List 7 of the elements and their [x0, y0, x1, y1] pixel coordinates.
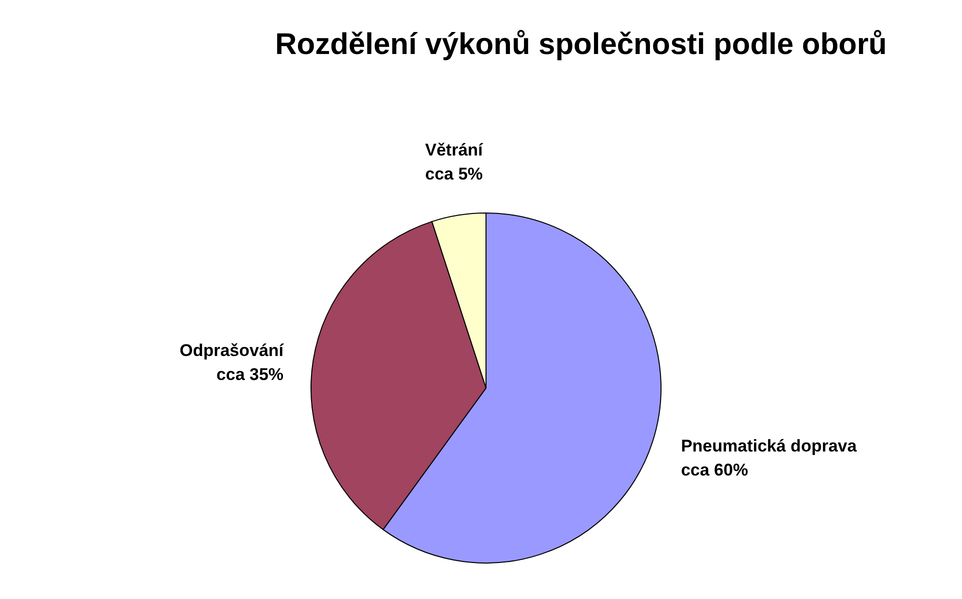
data-label: cca 60% [680, 460, 748, 480]
data-label: cca 5% [425, 164, 483, 184]
slice-label: Pneumatická doprava [680, 436, 858, 456]
data-label: cca 35% [216, 364, 284, 384]
slice-label: Odprašování [180, 340, 285, 360]
slice-label: Větrání [425, 140, 484, 160]
chart-title: Rozdělení výkonů společnosti podle oborů [275, 28, 887, 61]
